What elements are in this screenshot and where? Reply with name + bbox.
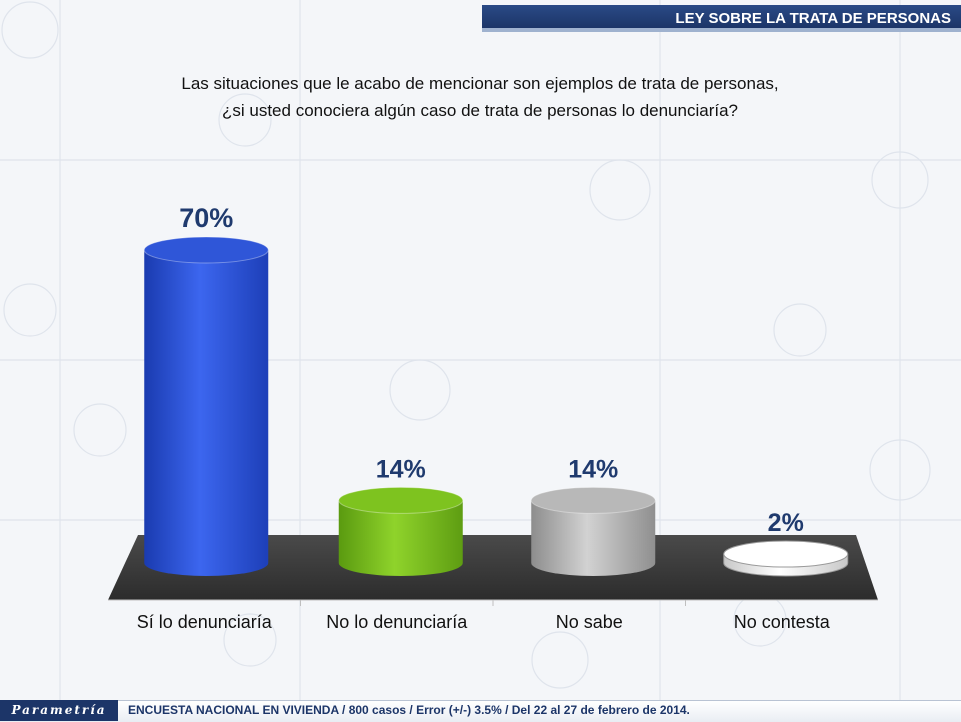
survey-note: ENCUESTA NACIONAL EN VIVIENDA / 800 caso… [128, 703, 690, 717]
footer-band [0, 700, 961, 722]
category-label-no-contesta: No contesta [734, 612, 831, 632]
data-label-si-lo-denunciaria: 70% [179, 203, 233, 233]
bar-body-no-sabe [531, 500, 656, 576]
bar-top-no-lo-denunciaria [338, 486, 464, 514]
chart-floor [108, 535, 878, 600]
bar-body-no-lo-denunciaria [338, 500, 463, 576]
category-label-no-sabe: No sabe [556, 612, 623, 632]
data-label-no-lo-denunciaria: 14% [376, 455, 426, 483]
question-line-2: ¿si usted conociera algún caso de trata … [222, 101, 738, 120]
question-text: Las situaciones que le acabo de menciona… [100, 70, 860, 124]
bar-no-contesta [723, 540, 849, 577]
category-label-no-lo-denunciaria: No lo denunciaría [326, 612, 468, 632]
data-label-no-contesta: 2% [768, 509, 804, 537]
slide-header: LEY SOBRE LA TRATA DE PERSONAS [482, 5, 961, 32]
bar-no-sabe [530, 486, 656, 576]
parametria-logo: Parametría [0, 700, 118, 721]
data-label-no-sabe: 14% [568, 455, 618, 483]
bar-si-lo-denunciaria [143, 236, 269, 576]
bar-top-si-lo-denunciaria [143, 236, 269, 264]
bar-no-lo-denunciaria [338, 486, 464, 576]
bar-top-no-contesta [723, 540, 849, 568]
category-label-si-lo-denunciaria: Sí lo denunciaría [137, 612, 273, 632]
question-line-1: Las situaciones que le acabo de menciona… [181, 74, 779, 93]
bar-body-si-lo-denunciaria [144, 250, 269, 576]
bar-top-no-sabe [530, 486, 656, 514]
